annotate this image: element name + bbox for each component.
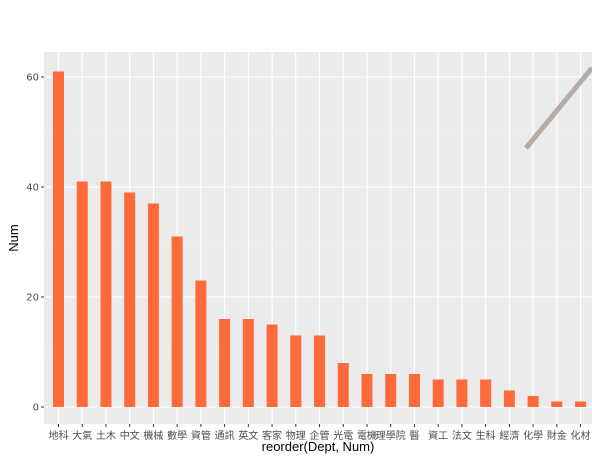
bar-光電 [337,363,349,407]
bar-化材 [575,401,587,407]
bar-經濟 [503,390,515,407]
bar-理學院 [385,374,397,407]
bars [53,71,587,407]
bar-客家 [266,324,278,407]
x-tick-label: 財金 [547,429,567,442]
x-tick-label: 理學院 [376,429,406,442]
bar-物理 [290,335,302,407]
y-axis-ticks: 0 20 40 60 [26,73,44,414]
bar-企管 [314,335,326,407]
y-tick-label: 0 [33,403,39,414]
bar-中文 [124,192,136,407]
bar-法文 [456,379,468,407]
y-tick-label: 40 [26,183,39,194]
bar-資工 [432,379,444,407]
x-tick-label: 土木 [96,429,116,442]
bar-機械 [147,203,159,407]
bar-財金 [551,401,563,407]
x-tick-label: 通訊 [215,429,235,442]
x-tick-label: 資工 [428,430,448,442]
y-axis-title: Num [6,224,21,251]
x-tick-label: 英文 [238,429,258,442]
bar-大氣 [76,181,88,407]
x-tick-label: 中文 [120,429,140,442]
x-tick-label: 化學 [523,429,543,442]
x-tick-label: 光電 [333,429,353,442]
x-tick-label: 化材 [571,429,591,442]
x-tick-label: 機械 [143,429,163,442]
bar-電機 [361,374,373,407]
decorative-diagonal-line [524,66,592,150]
bar-土木 [100,181,112,407]
bar-英文 [242,319,254,407]
x-tick-label: 客家 [262,429,282,442]
x-axis-title: reorder(Dept, Num) [262,439,375,454]
x-axis-ticks: 地科 大氣 土木 中文 機械 數學 資管 通訊 英文 客家 物理 企管 光電 電機理學院醫資工 法文 生科 經濟… [49,424,591,442]
bar-通訊 [219,319,231,407]
bar-醫 [408,374,420,407]
x-tick-label: 電機 [357,429,377,442]
x-tick-label: 經濟 [499,429,519,442]
x-tick-label: 資管 [191,429,211,442]
x-tick-label: 法文 [452,429,472,442]
bar-地科 [53,71,64,407]
x-tick-label: 數學 [167,429,187,442]
y-tick-label: 20 [26,293,39,304]
x-tick-label: 物理 [286,429,306,442]
x-tick-label: 地科 [49,429,69,442]
bar-生科 [480,379,492,407]
x-tick-label: 生科 [476,429,496,442]
x-tick-label: 醫 [409,430,419,442]
bar-資管 [195,280,207,407]
x-tick-label: 企管 [310,429,330,442]
y-tick-label: 60 [26,73,39,84]
x-tick-label: 大氣 [72,429,92,442]
bar-化學 [527,396,539,407]
bar-數學 [171,236,183,407]
